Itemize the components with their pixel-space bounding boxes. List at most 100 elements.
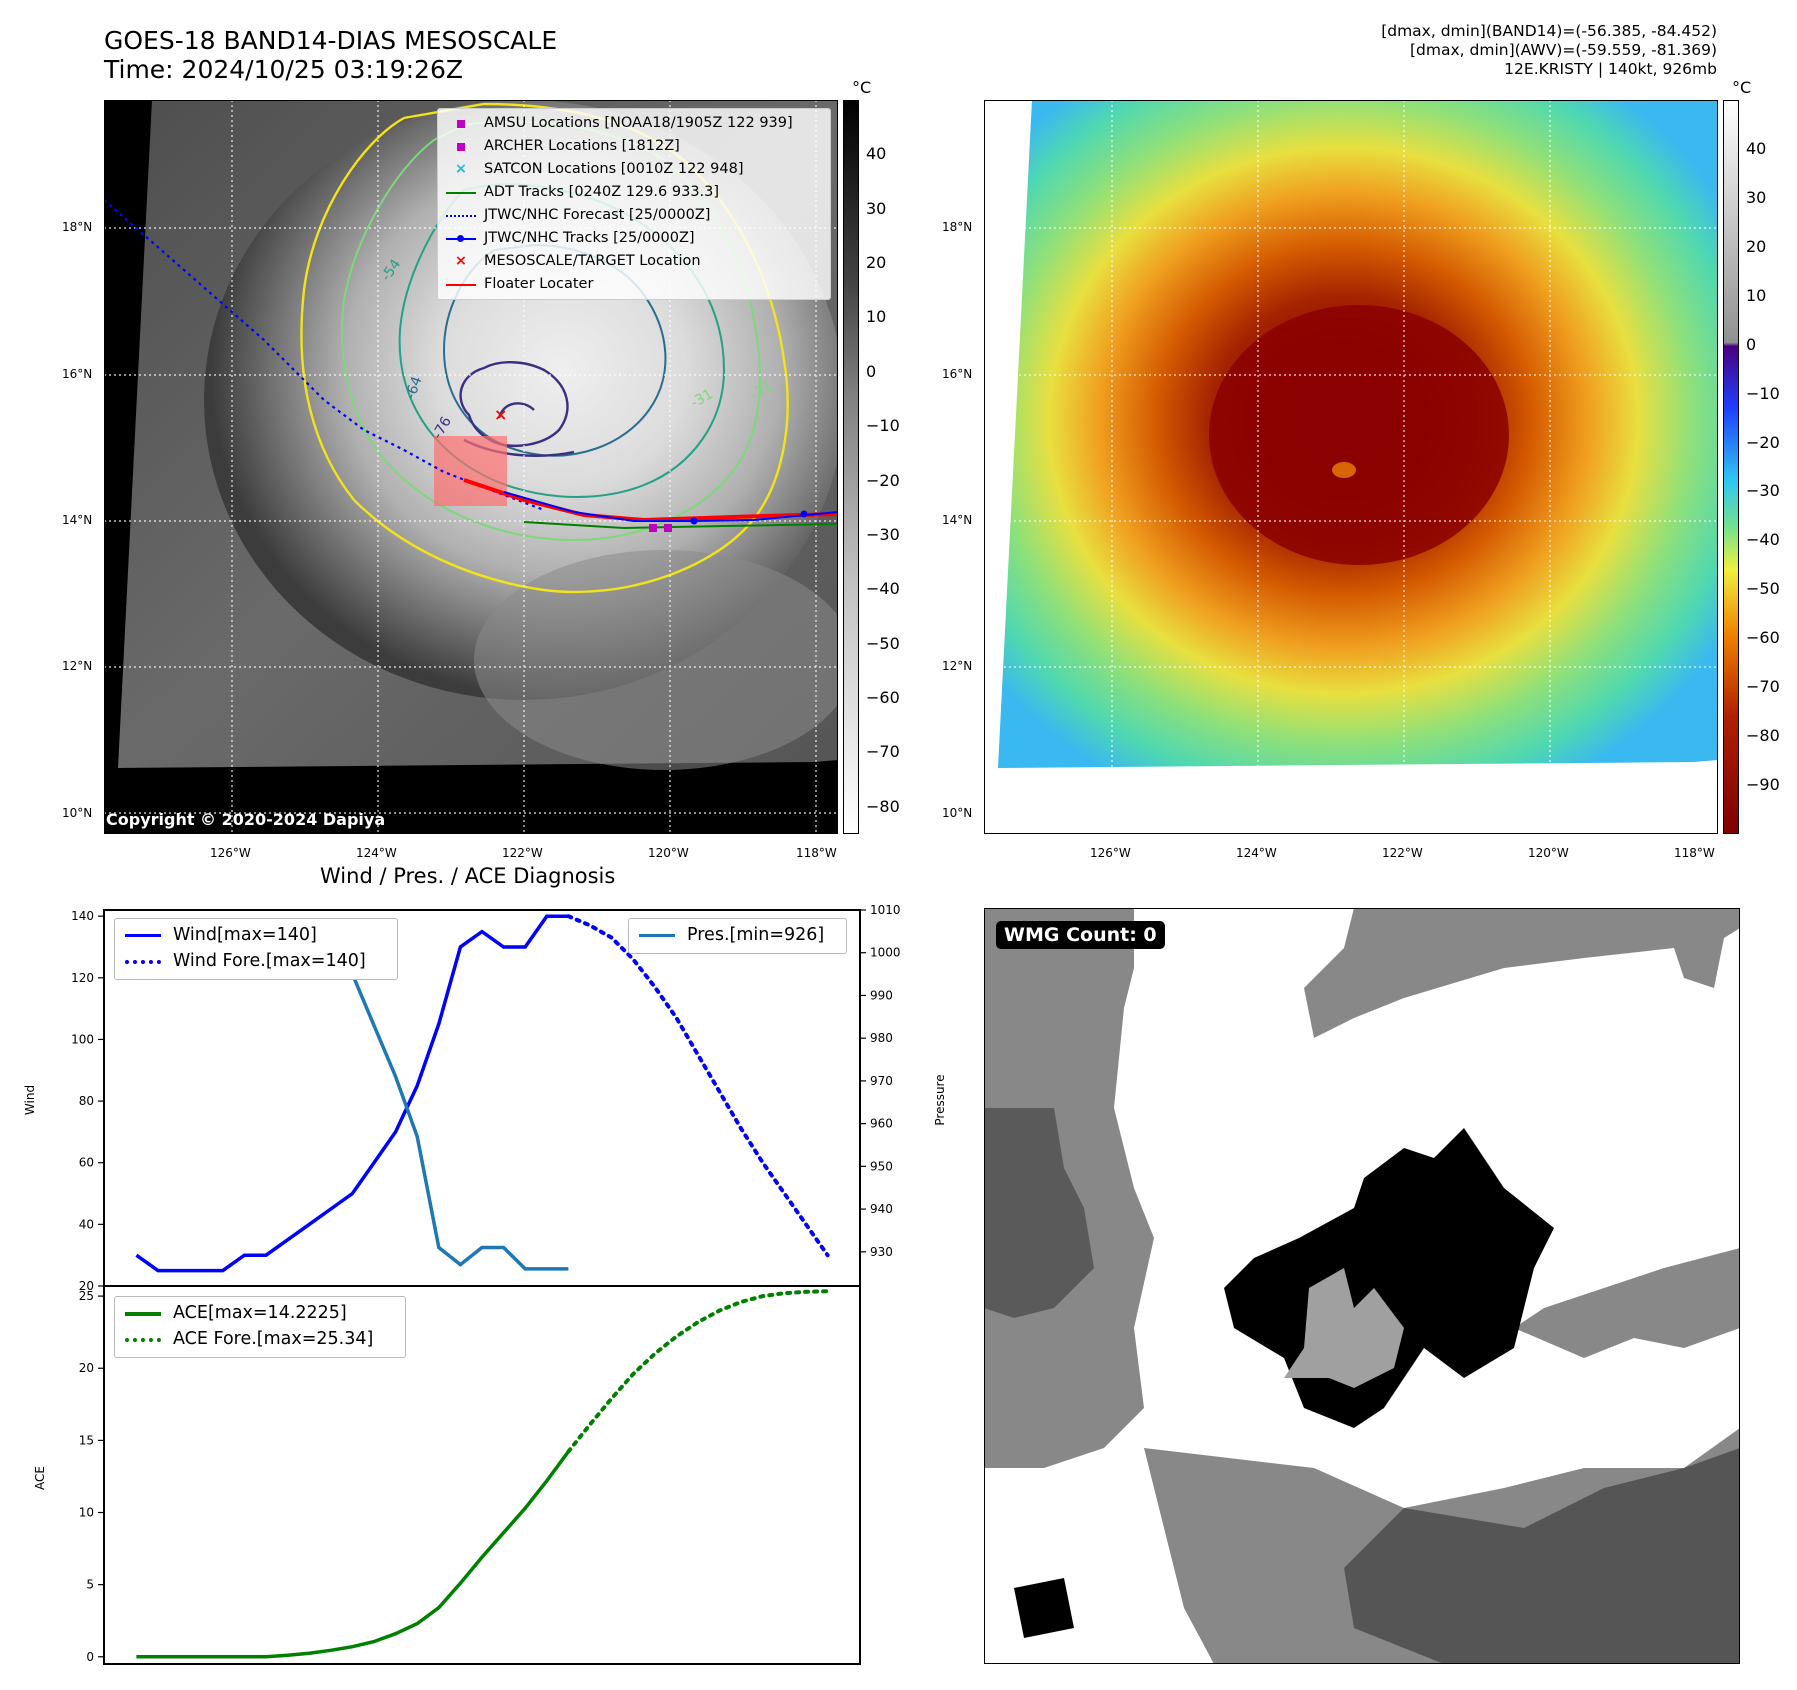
lat-label: 18°N xyxy=(942,220,973,234)
colorbar-tick-label: −40 xyxy=(866,579,900,599)
lon-label: 126°W xyxy=(210,846,251,860)
pressure-axis-tick-label: 960 xyxy=(870,1117,893,1131)
wmg-eye-gray xyxy=(1284,1268,1404,1388)
wind-axis-tick-label: 80 xyxy=(79,1094,94,1108)
colorbar-tick-label: −50 xyxy=(1746,579,1780,599)
ace-legend: ACE[max=14.2225] ACE Fore.[max=25.34] xyxy=(114,1296,406,1358)
colorbar-tick-label: 10 xyxy=(1746,285,1767,305)
colorbar-tick-label: 0 xyxy=(1746,334,1757,354)
color-colorbar xyxy=(1723,100,1739,834)
colorbar-tick-label: 20 xyxy=(1746,236,1767,256)
lon-label: 122°W xyxy=(502,846,543,860)
legend-item-satcon: × SATCON Locations [0010Z 122 948] xyxy=(454,161,744,177)
lat-label: 18°N xyxy=(62,220,93,234)
lat-label: 14°N xyxy=(942,513,973,527)
colorbar-tick-label: −90 xyxy=(1746,775,1780,795)
copyright-text: Copyright © 2020-2024 Dapiya xyxy=(106,810,386,829)
gray-colorbar-unit: °C xyxy=(852,78,872,97)
lon-label: 120°W xyxy=(1528,846,1569,860)
lon-label: 120°W xyxy=(648,846,689,860)
wmg-panel xyxy=(984,908,1740,1664)
colorbar-tick-label: −10 xyxy=(1746,383,1780,403)
colorbar-tick-label: 30 xyxy=(1746,187,1767,207)
colorbar-tick-label: −70 xyxy=(866,742,900,762)
lat-label: 10°N xyxy=(62,806,93,820)
legend-item-floater: Floater Locater xyxy=(438,273,830,296)
contour-label-2: -64 xyxy=(403,374,426,401)
wind-axis-label: Wind xyxy=(23,1085,37,1115)
colorbar-tick-label: 10 xyxy=(866,307,887,327)
pressure-legend: Pres.[min=926] xyxy=(628,918,847,954)
cold-core xyxy=(1209,305,1509,565)
colorbar-tick-label: −40 xyxy=(1746,530,1780,550)
colorbar-tick-label: 40 xyxy=(866,144,887,164)
colorbar-tick-label: −10 xyxy=(866,416,900,436)
wind-axis-tick-label: 60 xyxy=(79,1156,94,1170)
lat-label: 12°N xyxy=(62,659,93,673)
diagnosis-chart: 1401201008060402010101000990980970960950… xyxy=(23,903,947,1665)
legend-item-wind: Wind[max=140] xyxy=(115,922,397,948)
color-ir-map-panel xyxy=(984,100,1718,834)
pressure-axis-label: Pressure xyxy=(933,1074,947,1125)
colorbar-tick-label: −80 xyxy=(866,796,900,816)
pressure-axis-tick-label: 930 xyxy=(870,1245,893,1259)
wmg-count-badge: WMG Count: 0 xyxy=(996,921,1165,949)
wind-axis-tick-label: 100 xyxy=(71,1032,94,1046)
lon-label: 124°W xyxy=(1236,846,1277,860)
wind-legend: Wind[max=140] Wind Fore.[max=140] xyxy=(114,918,398,980)
colorbar-tick-label: −50 xyxy=(866,633,900,653)
pressure-axis-tick-label: 970 xyxy=(870,1074,893,1088)
pressure-axis-tick-label: 1000 xyxy=(870,946,901,960)
colorbar-tick-label: 0 xyxy=(866,361,877,381)
pressure-axis-tick-label: 940 xyxy=(870,1202,893,1216)
floater-box xyxy=(434,436,507,506)
title-line-1: GOES-18 BAND14-DIAS MESOSCALE xyxy=(104,26,558,55)
color-map-gridlines xyxy=(984,100,1718,834)
legend-item-target: × MESOSCALE/TARGET Location xyxy=(454,253,701,269)
gray-colorbar xyxy=(843,100,859,834)
ace-forecast-series-line xyxy=(566,1289,830,1454)
lon-label: 122°W xyxy=(1382,846,1423,860)
colorbar-tick-label: −60 xyxy=(866,688,900,708)
wind-axis-tick-label: 120 xyxy=(71,971,94,985)
lon-label: 118°W xyxy=(796,846,837,860)
lon-label: 126°W xyxy=(1090,846,1131,860)
ace-axis-tick-label: 20 xyxy=(79,1361,94,1375)
ace-series-line xyxy=(136,1450,570,1659)
lat-label: 12°N xyxy=(942,659,973,673)
pressure-axis-tick-label: 980 xyxy=(870,1031,893,1045)
legend-item-ace: ACE[max=14.2225] xyxy=(115,1300,405,1326)
legend-item-ace-forecast: ACE Fore.[max=25.34] xyxy=(115,1326,405,1352)
colorbar-tick-label: 20 xyxy=(866,253,887,273)
info-line-2: [dmax, dmin](AWV)=(-59.559, -81.369) xyxy=(1410,41,1717,59)
colorbar-tick-label: −70 xyxy=(1746,677,1780,697)
adt-track xyxy=(523,521,838,530)
legend-item-wind-forecast: Wind Fore.[max=140] xyxy=(115,948,397,974)
colorbar-tick-label: −20 xyxy=(866,470,900,490)
wmg-dark-region-west xyxy=(984,1108,1094,1318)
lat-label: 14°N xyxy=(62,513,93,527)
wind-axis-tick-label: 20 xyxy=(79,1279,94,1293)
colorbar-tick-label: −30 xyxy=(866,524,900,544)
lat-label: 16°N xyxy=(942,367,973,381)
colorbar-tick-label: −80 xyxy=(1746,726,1780,746)
figure-title: GOES-18 BAND14-DIAS MESOSCALE Time: 2024… xyxy=(104,26,557,84)
legend-item-pressure: Pres.[min=926] xyxy=(629,922,846,948)
wmg-gray-region-north xyxy=(1304,908,1740,1038)
legend-item-archer: ARCHER Locations [1812Z] xyxy=(438,135,830,158)
color-colorbar-unit: °C xyxy=(1732,78,1752,97)
lon-label: 124°W xyxy=(356,846,397,860)
ace-axis-tick-label: 15 xyxy=(79,1433,94,1447)
observed-track xyxy=(503,491,838,522)
pressure-axis-tick-label: 950 xyxy=(870,1159,893,1173)
colorbar-tick-label: −60 xyxy=(1746,628,1780,648)
wind-series-line xyxy=(135,914,569,1273)
ace-axis-tick-label: 5 xyxy=(86,1578,94,1592)
colorbar-tick-label: −20 xyxy=(1746,432,1780,452)
forecast-track xyxy=(104,199,545,512)
ace-axis-label: ACE xyxy=(33,1466,47,1490)
info-line-1: [dmax, dmin](BAND14)=(-56.385, -84.452) xyxy=(1381,22,1717,40)
storm-info: [dmax, dmin](BAND14)=(-56.385, -84.452) … xyxy=(1381,22,1717,79)
pressure-axis-tick-label: 1010 xyxy=(870,903,901,917)
wind-axis-tick-label: 140 xyxy=(71,909,94,923)
